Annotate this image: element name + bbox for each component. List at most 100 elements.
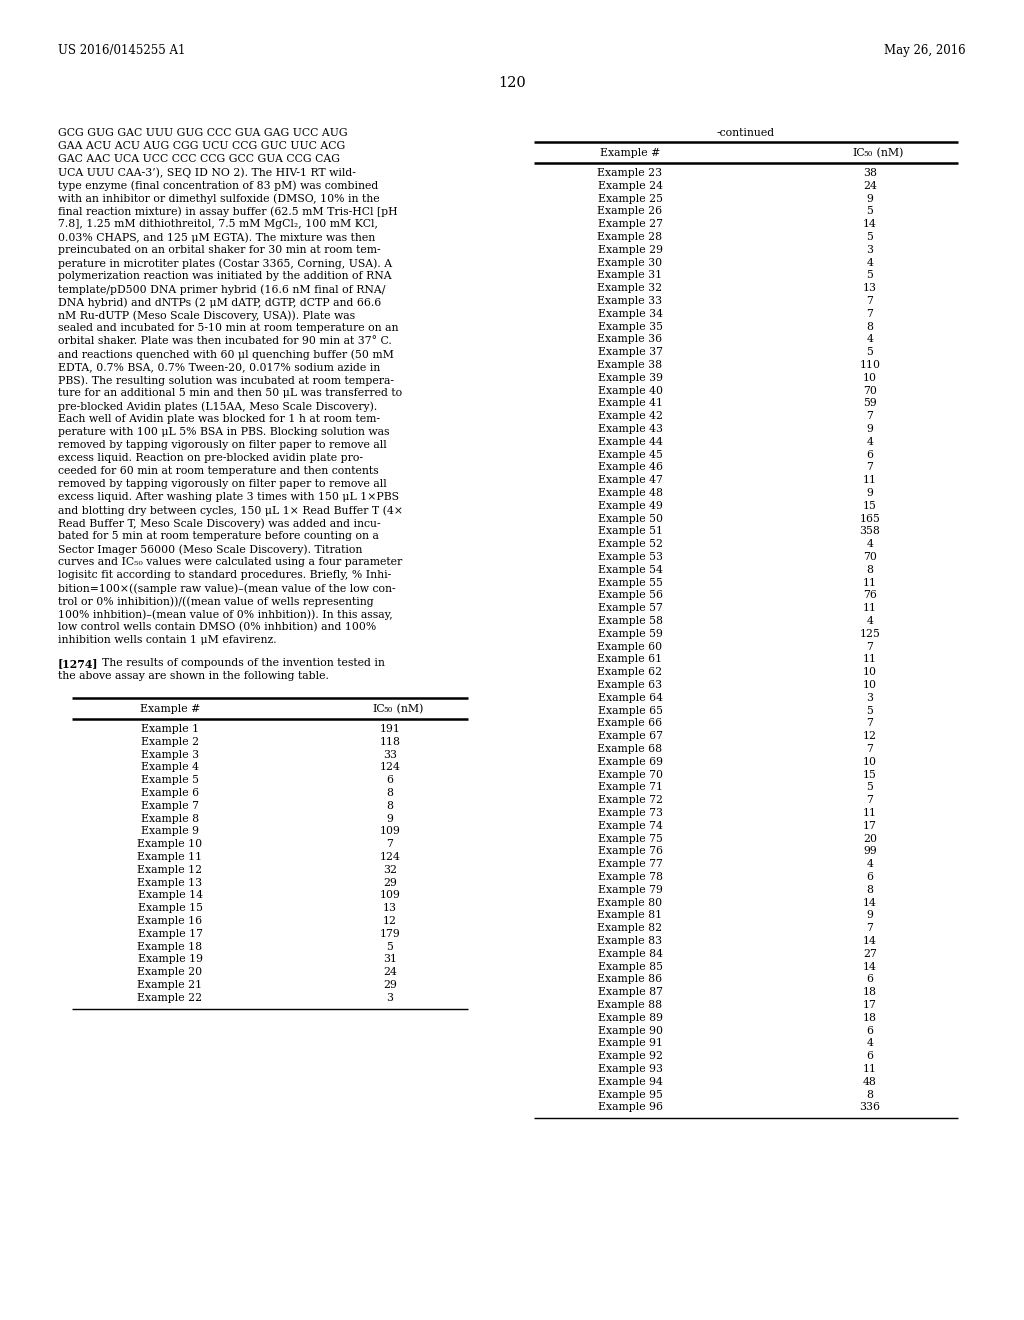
Text: Example 60: Example 60 xyxy=(597,642,663,652)
Text: 5: 5 xyxy=(866,783,873,792)
Text: curves and IC₅₀ values were calculated using a four parameter: curves and IC₅₀ values were calculated u… xyxy=(58,557,402,568)
Text: 4: 4 xyxy=(866,616,873,626)
Text: ceeded for 60 min at room temperature and then contents: ceeded for 60 min at room temperature an… xyxy=(58,466,379,477)
Text: Example 16: Example 16 xyxy=(137,916,203,927)
Text: US 2016/0145255 A1: US 2016/0145255 A1 xyxy=(58,44,185,57)
Text: Example 26: Example 26 xyxy=(597,206,663,216)
Text: 7: 7 xyxy=(866,923,873,933)
Text: Example 88: Example 88 xyxy=(597,1001,663,1010)
Text: GCG GUG GAC UUU GUG CCC GUA GAG UCC AUG: GCG GUG GAC UUU GUG CCC GUA GAG UCC AUG xyxy=(58,128,347,139)
Text: 13: 13 xyxy=(383,903,397,913)
Text: Example 33: Example 33 xyxy=(597,296,663,306)
Text: Example 52: Example 52 xyxy=(597,539,663,549)
Text: 109: 109 xyxy=(380,826,400,837)
Text: 124: 124 xyxy=(380,763,400,772)
Text: 3: 3 xyxy=(866,244,873,255)
Text: 10: 10 xyxy=(863,372,877,383)
Text: Example 47: Example 47 xyxy=(598,475,663,486)
Text: Example 79: Example 79 xyxy=(598,884,663,895)
Text: Example 8: Example 8 xyxy=(141,813,199,824)
Text: 6: 6 xyxy=(866,974,873,985)
Text: Example 73: Example 73 xyxy=(597,808,663,818)
Text: 8: 8 xyxy=(866,884,873,895)
Text: Example 84: Example 84 xyxy=(597,949,663,958)
Text: template/pD500 DNA primer hybrid (16.6 nM final of RNA/: template/pD500 DNA primer hybrid (16.6 n… xyxy=(58,284,385,294)
Text: 18: 18 xyxy=(863,987,877,997)
Text: Example 29: Example 29 xyxy=(597,244,663,255)
Text: Example 23: Example 23 xyxy=(597,168,663,178)
Text: May 26, 2016: May 26, 2016 xyxy=(885,44,966,57)
Text: inhibition wells contain 1 μM efavirenz.: inhibition wells contain 1 μM efavirenz. xyxy=(58,635,276,645)
Text: 11: 11 xyxy=(863,1064,877,1074)
Text: type enzyme (final concentration of 83 pM) was combined: type enzyme (final concentration of 83 p… xyxy=(58,180,378,190)
Text: 165: 165 xyxy=(859,513,881,524)
Text: DNA hybrid) and dNTPs (2 μM dATP, dGTP, dCTP and 66.6: DNA hybrid) and dNTPs (2 μM dATP, dGTP, … xyxy=(58,297,381,308)
Text: Example 80: Example 80 xyxy=(597,898,663,908)
Text: Example 18: Example 18 xyxy=(137,941,203,952)
Text: and reactions quenched with 60 μl quenching buffer (50 mM: and reactions quenched with 60 μl quench… xyxy=(58,348,394,359)
Text: The results of compounds of the invention tested in: The results of compounds of the inventio… xyxy=(102,657,385,668)
Text: Example 85: Example 85 xyxy=(597,961,663,972)
Text: 11: 11 xyxy=(863,603,877,614)
Text: 9: 9 xyxy=(866,424,873,434)
Text: Example 61: Example 61 xyxy=(597,655,663,664)
Text: 100% inhbition)–(mean value of 0% inhbition)). In this assay,: 100% inhbition)–(mean value of 0% inhbit… xyxy=(58,609,393,619)
Text: 3: 3 xyxy=(866,693,873,702)
Text: orbital shaker. Plate was then incubated for 90 min at 37° C.: orbital shaker. Plate was then incubated… xyxy=(58,337,392,346)
Text: 5: 5 xyxy=(866,206,873,216)
Text: Example #: Example # xyxy=(600,148,660,158)
Text: nM Ru-dUTP (Meso Scale Discovery, USA)). Plate was: nM Ru-dUTP (Meso Scale Discovery, USA)).… xyxy=(58,310,355,321)
Text: 50: 50 xyxy=(863,150,872,158)
Text: 14: 14 xyxy=(863,936,877,946)
Text: 6: 6 xyxy=(866,1026,873,1036)
Text: perature in microtiter plates (Costar 3365, Corning, USA). A: perature in microtiter plates (Costar 33… xyxy=(58,257,392,268)
Text: 13: 13 xyxy=(863,284,877,293)
Text: Example 36: Example 36 xyxy=(597,334,663,345)
Text: Sector Imager 56000 (Meso Scale Discovery). Titration: Sector Imager 56000 (Meso Scale Discover… xyxy=(58,544,362,554)
Text: 27: 27 xyxy=(863,949,877,958)
Text: 8: 8 xyxy=(386,788,393,799)
Text: Example 81: Example 81 xyxy=(597,911,663,920)
Text: Example 41: Example 41 xyxy=(597,399,663,408)
Text: Example 50: Example 50 xyxy=(597,513,663,524)
Text: PBS). The resulting solution was incubated at room tempera-: PBS). The resulting solution was incubat… xyxy=(58,375,394,385)
Text: 12: 12 xyxy=(863,731,877,742)
Text: Example 11: Example 11 xyxy=(137,851,203,862)
Text: -continued: -continued xyxy=(717,128,775,139)
Text: Example 34: Example 34 xyxy=(597,309,663,319)
Text: Example 35: Example 35 xyxy=(597,322,663,331)
Text: 9: 9 xyxy=(387,813,393,824)
Text: Example 58: Example 58 xyxy=(597,616,663,626)
Text: 70: 70 xyxy=(863,552,877,562)
Text: 6: 6 xyxy=(866,873,873,882)
Text: 179: 179 xyxy=(380,929,400,939)
Text: GAA ACU ACU AUG CGG UCU CCG GUC UUC ACG: GAA ACU ACU AUG CGG UCU CCG GUC UUC ACG xyxy=(58,141,345,150)
Text: 4: 4 xyxy=(866,334,873,345)
Text: excess liquid. Reaction on pre-blocked avidin plate pro-: excess liquid. Reaction on pre-blocked a… xyxy=(58,453,362,463)
Text: Example 46: Example 46 xyxy=(597,462,663,473)
Text: Example 37: Example 37 xyxy=(597,347,663,358)
Text: Example 1: Example 1 xyxy=(141,723,199,734)
Text: Example 48: Example 48 xyxy=(597,488,663,498)
Text: 24: 24 xyxy=(863,181,877,191)
Text: Example 38: Example 38 xyxy=(597,360,663,370)
Text: 4: 4 xyxy=(866,437,873,446)
Text: 14: 14 xyxy=(863,961,877,972)
Text: bated for 5 min at room temperature before counting on a: bated for 5 min at room temperature befo… xyxy=(58,531,379,541)
Text: 3: 3 xyxy=(386,993,393,1003)
Text: Example 7: Example 7 xyxy=(141,801,199,810)
Text: 5: 5 xyxy=(866,706,873,715)
Text: 7.8], 1.25 mM dithiothreitol, 7.5 mM MgCl₂, 100 mM KCl,: 7.8], 1.25 mM dithiothreitol, 7.5 mM MgC… xyxy=(58,219,378,228)
Text: Each well of Avidin plate was blocked for 1 h at room tem-: Each well of Avidin plate was blocked fo… xyxy=(58,414,380,424)
Text: Example 93: Example 93 xyxy=(597,1064,663,1074)
Text: 7: 7 xyxy=(387,840,393,849)
Text: 76: 76 xyxy=(863,590,877,601)
Text: Example 28: Example 28 xyxy=(597,232,663,242)
Text: Example 95: Example 95 xyxy=(598,1089,663,1100)
Text: Example 9: Example 9 xyxy=(141,826,199,837)
Text: 358: 358 xyxy=(859,527,881,536)
Text: Example 90: Example 90 xyxy=(597,1026,663,1036)
Text: final reaction mixture) in assay buffer (62.5 mM Tris-HCl [pH: final reaction mixture) in assay buffer … xyxy=(58,206,397,216)
Text: Example 76: Example 76 xyxy=(597,846,663,857)
Text: Example 10: Example 10 xyxy=(137,840,203,849)
